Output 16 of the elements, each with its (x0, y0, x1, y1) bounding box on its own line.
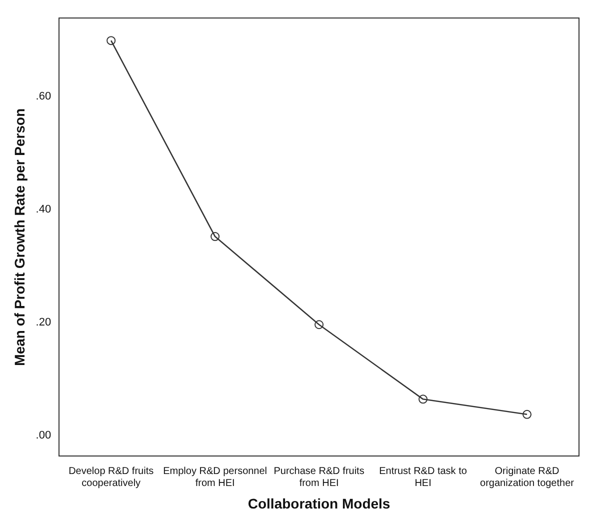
x-tick-label: Entrust R&D task to HEI (379, 466, 468, 489)
y-tick-label: .60 (36, 90, 52, 103)
point (522, 410, 532, 419)
y-tick-label: .40 (36, 203, 52, 216)
point (106, 36, 116, 46)
y-axis-title: Mean of Profit Growth Rate per Person (11, 108, 28, 366)
point (418, 394, 428, 404)
point (210, 232, 220, 242)
y-tick-label: .20 (36, 316, 52, 328)
x-tick-label: Purchase R&D fruits from HEI (274, 466, 364, 489)
x-tick-label: Originate R&D organization together (480, 466, 575, 489)
x-tick-label: Develop R&D fruits cooperatively (68, 466, 154, 489)
y-tick-label: .00 (36, 429, 52, 442)
point (314, 320, 324, 330)
x-axis-title: Collaboration Models (248, 495, 390, 512)
x-tick-label: Employ R&D personnel from HEI (163, 466, 268, 489)
